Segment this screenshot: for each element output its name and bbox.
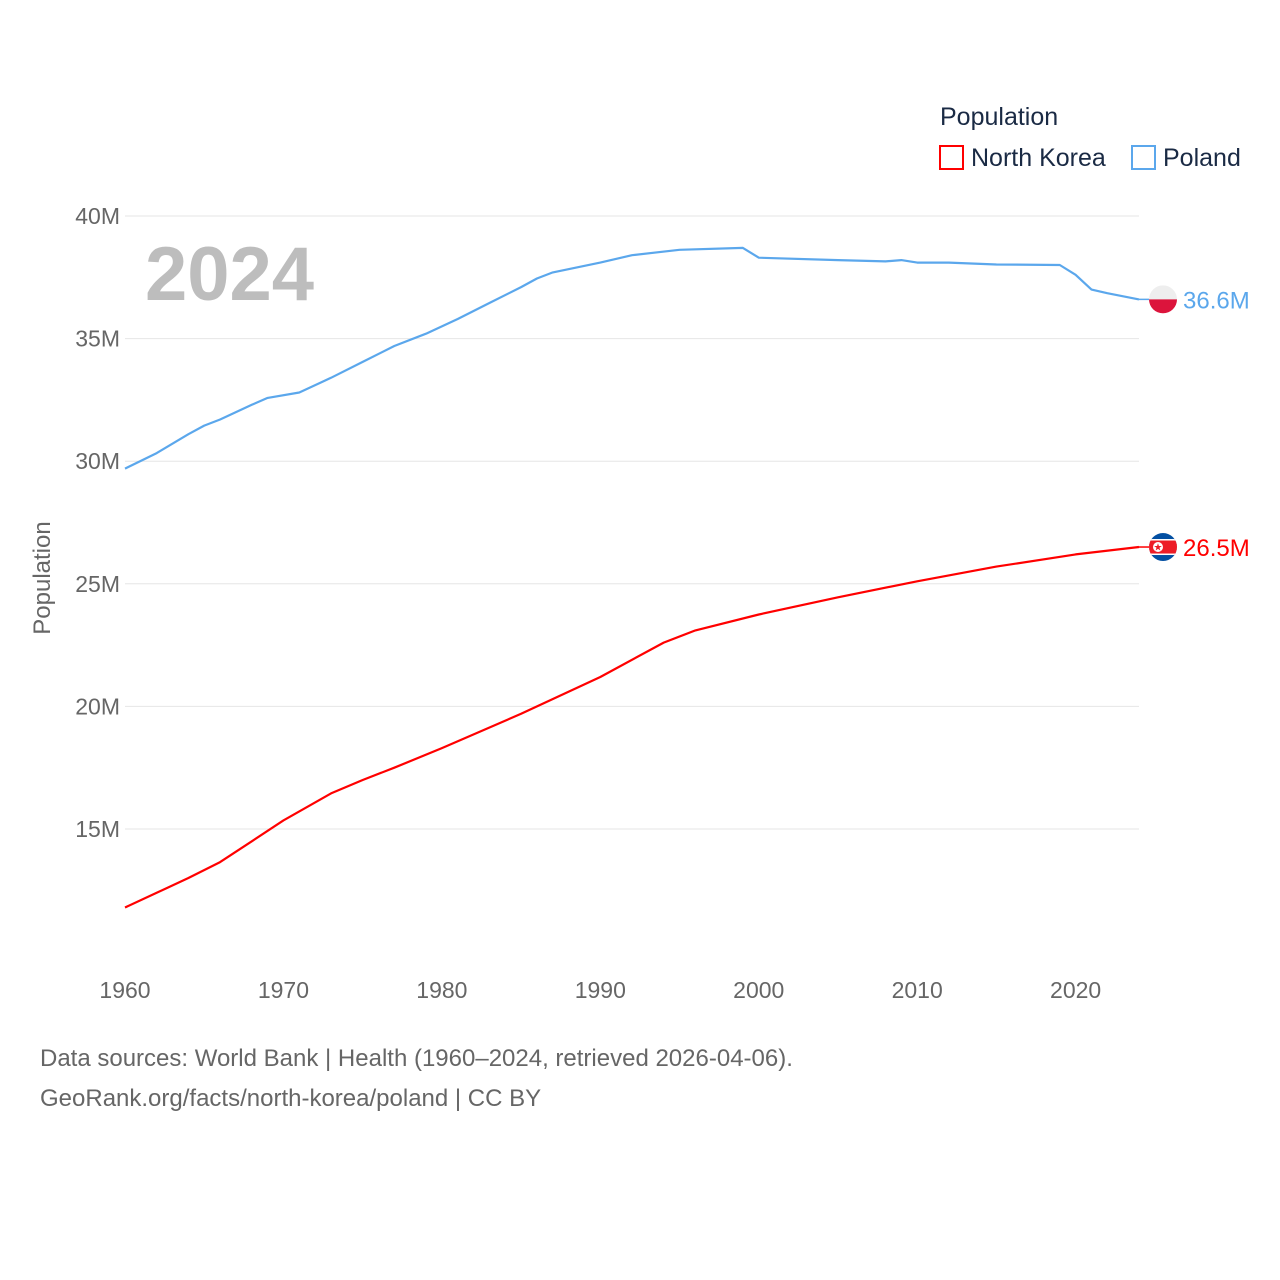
poland-flag-icon (1149, 285, 1177, 314)
flag-body (1149, 285, 1177, 314)
series-line-poland (124, 246, 1140, 470)
x-tick-label: 1980 (416, 977, 467, 1003)
flag-star: ★ (1154, 543, 1163, 554)
footer-attribution: GeoRank.org/facts/north-korea/poland | C… (40, 1085, 542, 1112)
legend-swatch-poland (1131, 145, 1156, 170)
y-tick-label: 35M (75, 326, 120, 352)
series-lines (124, 246, 1140, 909)
end-labels: ★ 26.5M 36.6M (1139, 285, 1250, 562)
y-tick-label: 30M (75, 448, 120, 474)
flag-body: ★ (1149, 533, 1177, 562)
x-tick-label: 1970 (258, 977, 309, 1003)
x-tick-label: 1990 (575, 977, 626, 1003)
y-tick-label: 25M (75, 571, 120, 597)
year-watermark: 2024 (145, 232, 314, 317)
legend-item-poland[interactable]: Poland (1131, 144, 1241, 172)
x-tick-label: 2000 (733, 977, 784, 1003)
legend-label-north-korea: North Korea (971, 144, 1106, 172)
legend-label-poland: Poland (1163, 144, 1241, 172)
y-tick-label: 20M (75, 693, 120, 719)
y-axis-label: Population (29, 521, 56, 634)
legend-swatch-north-korea (939, 145, 964, 170)
x-axis-ticks: 1960 1970 1980 1990 2000 2010 2020 (99, 977, 1101, 1003)
x-tick-label: 2010 (892, 977, 943, 1003)
north-korea-flag-icon: ★ (1149, 533, 1177, 562)
flag-white-band (1149, 285, 1177, 300)
series-line-north-korea (124, 545, 1140, 909)
x-tick-label: 2020 (1050, 977, 1101, 1003)
x-tick-label: 1960 (99, 977, 150, 1003)
grid-lines (125, 215, 1139, 830)
flag-red-band (1149, 299, 1177, 314)
end-value-label: 26.5M (1183, 535, 1250, 562)
footer-sources: Data sources: World Bank | Health (1960–… (40, 1045, 793, 1072)
legend-item-north-korea[interactable]: North Korea (939, 144, 1106, 172)
legend: Population North Korea Poland (939, 103, 1241, 172)
y-tick-label: 40M (75, 203, 120, 229)
legend-title: Population (940, 103, 1058, 131)
flag-white-disc (1153, 542, 1163, 553)
y-axis-ticks: 15M 20M 25M 30M 35M 40M (75, 203, 120, 842)
y-tick-label: 15M (75, 816, 120, 842)
end-value-label: 36.6M (1183, 287, 1250, 314)
